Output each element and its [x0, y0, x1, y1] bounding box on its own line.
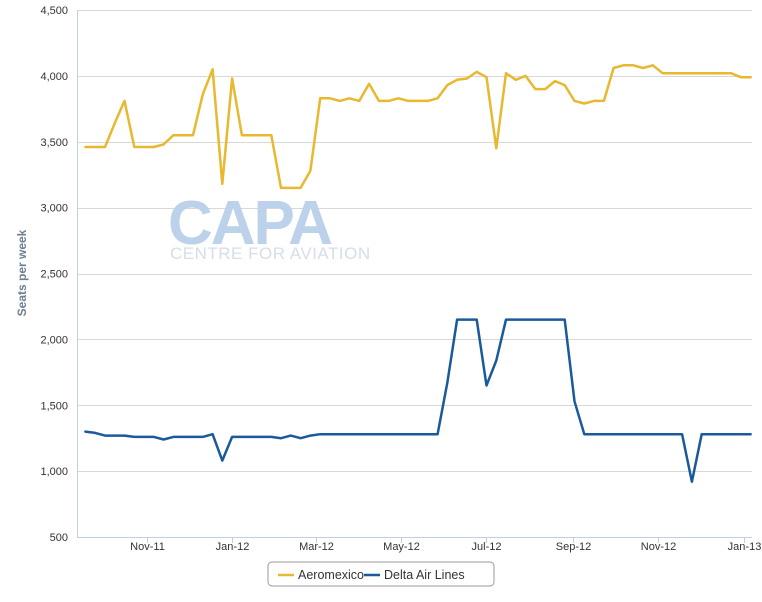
gridlines: [77, 10, 752, 538]
y-axis: 500 1,000 1,500 2,000 2,500 3,000 3,500 4,000 4,…: [40, 5, 78, 544]
watermark-subtitle: CENTRE FOR AVIATION: [170, 244, 371, 263]
y-tick-label: 2,000: [40, 334, 68, 346]
series-lines: [84, 64, 752, 483]
y-tick-label: 1,000: [40, 466, 68, 478]
x-tick-label: Sep-12: [556, 541, 591, 553]
x-tick-label: Nov-11: [130, 541, 165, 553]
y-tick-label: 1,500: [40, 400, 68, 412]
x-tick-label: Jan-13: [728, 541, 762, 553]
y-tick-label: 2,500: [40, 269, 68, 281]
y-tick-label: 4,500: [40, 5, 68, 17]
y-axis-label: Seats per week: [15, 229, 29, 316]
x-tick-label: Mar-12: [299, 541, 334, 553]
legend: Aeromexico Delta Air Lines: [267, 561, 495, 587]
x-axis: Nov-11 Jan-12 Mar-12 May-12 Jul-12 Sep-12 Nov-…: [130, 537, 761, 553]
x-tick-label: Nov-12: [641, 541, 676, 553]
watermark: CAPA CENTRE FOR AVIATION: [168, 189, 371, 263]
legend-item-aeromexico: Aeromexico: [298, 568, 364, 582]
watermark-logo: CAPA: [168, 189, 332, 258]
x-tick-label: Jul-12: [472, 541, 502, 553]
y-tick-label: 3,500: [40, 137, 68, 149]
x-tick-label: Jan-12: [216, 541, 250, 553]
y-tick-label: 4,000: [40, 71, 68, 83]
x-tick-label: May-12: [383, 541, 420, 553]
legend-item-delta-air-lines: Delta Air Lines: [384, 568, 465, 582]
series-line-delta-air-lines: [84, 318, 752, 483]
y-tick-label: 500: [50, 532, 68, 544]
series-line-aeromexico: [84, 64, 752, 190]
legend-box: [267, 561, 495, 587]
y-tick-label: 3,000: [40, 203, 68, 215]
